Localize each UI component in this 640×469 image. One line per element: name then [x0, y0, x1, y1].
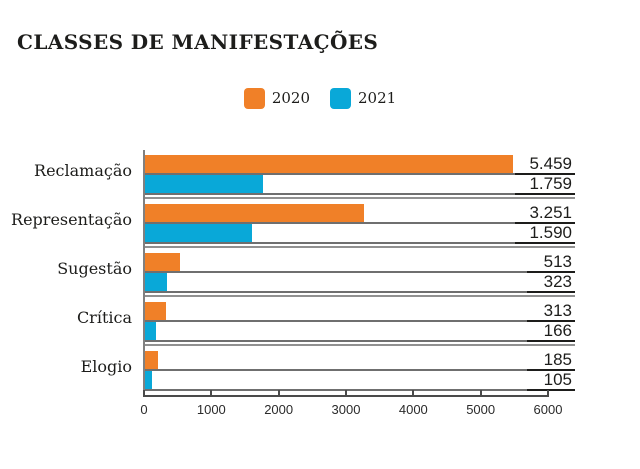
bar-2021: [145, 224, 253, 242]
category-plot: 513 323: [143, 248, 575, 297]
bar-2020: [145, 302, 167, 320]
x-axis-tick-label: 3000: [331, 402, 361, 417]
x-axis-tick-label: 0: [140, 402, 148, 417]
x-axis-tick: [412, 390, 415, 397]
value-label-2021: 166: [527, 322, 575, 342]
bar-2021: [145, 175, 264, 193]
category-label: Representação: [11, 210, 132, 229]
value-label-2021: 105: [527, 371, 575, 391]
x-axis-tick: [547, 390, 549, 397]
chart-title: CLASSES DE MANIFESTAÇÕES: [17, 30, 379, 54]
x-axis-tick: [277, 390, 280, 397]
category-group: Representação 3.251 1.590: [0, 199, 575, 248]
x-axis-tick-label: 4000: [398, 402, 428, 417]
bar-row-2020: 185: [145, 351, 575, 371]
bar-row-2021: 1.759: [145, 175, 575, 195]
category-plot: 313 166: [143, 297, 575, 346]
category-group: Sugestão 513 323: [0, 248, 575, 297]
legend-item-2021: 2021: [330, 88, 396, 109]
bar-row-2021: 1.590: [145, 224, 575, 244]
value-label-2021: 323: [527, 273, 575, 293]
bar-row-2021: 323: [145, 273, 575, 293]
category-group: Reclamação 5.459 1.759: [0, 150, 575, 199]
legend: 2020 2021: [0, 88, 640, 109]
bar-row-2020: 3.251: [145, 204, 575, 224]
category-plot: 185 105: [143, 346, 575, 395]
category-label: Elogio: [80, 357, 132, 376]
x-axis-tick-label: 1000: [196, 402, 226, 417]
bar-2021: [145, 273, 167, 291]
category-label: Sugestão: [57, 259, 132, 278]
bar-row-2021: 166: [145, 322, 575, 342]
x-axis-tick: [345, 390, 347, 397]
value-label-2021: 1.759: [515, 175, 575, 195]
value-label-2020: 5.459: [515, 155, 575, 175]
category-group: Crítica 313 166: [0, 297, 575, 346]
bar-2021: [145, 322, 157, 340]
bar-2020: [145, 253, 180, 271]
bar-row-2020: 5.459: [145, 155, 575, 175]
x-axis-tick: [210, 390, 213, 397]
chart-area: Reclamação 5.459 1.759 Representação 3.251 1.…: [0, 150, 575, 395]
bar-2020: [145, 351, 158, 369]
category-label: Crítica: [76, 308, 132, 327]
bar-row-2020: 313: [145, 302, 575, 322]
bar-row-2020: 513: [145, 253, 575, 273]
legend-swatch-2020: [243, 88, 265, 109]
x-axis-tick-label: 2000: [264, 402, 294, 417]
y-axis-line: [143, 150, 145, 397]
x-axis-tick-label: 6000: [533, 402, 563, 417]
legend-label-2021: 2021: [358, 89, 397, 107]
x-axis-tick: [143, 390, 145, 397]
value-label-2020: 513: [527, 253, 575, 273]
category-plot: 5.459 1.759: [143, 150, 575, 199]
legend-label-2020: 2020: [271, 89, 310, 107]
legend-item-2020: 2020: [243, 88, 310, 109]
legend-swatch-2021: [330, 88, 351, 109]
bar-2020: [145, 204, 364, 222]
value-label-2021: 1.590: [515, 224, 575, 244]
bar-2021: [145, 371, 153, 389]
x-axis-tick-label: 5000: [466, 402, 496, 417]
category-label: Reclamação: [34, 161, 132, 180]
category-plot: 3.251 1.590: [143, 199, 575, 248]
x-axis-tick: [479, 390, 482, 397]
bar-2020: [145, 155, 513, 173]
value-label-2020: 3.251: [515, 204, 575, 224]
x-axis: 0 1000 2000 3000 4000 5000 6000: [140, 390, 563, 423]
bar-row-2021: 105: [145, 371, 575, 391]
value-label-2020: 185: [527, 351, 575, 371]
category-group: Elogio 185 105: [0, 346, 575, 395]
value-label-2020: 313: [527, 302, 575, 322]
